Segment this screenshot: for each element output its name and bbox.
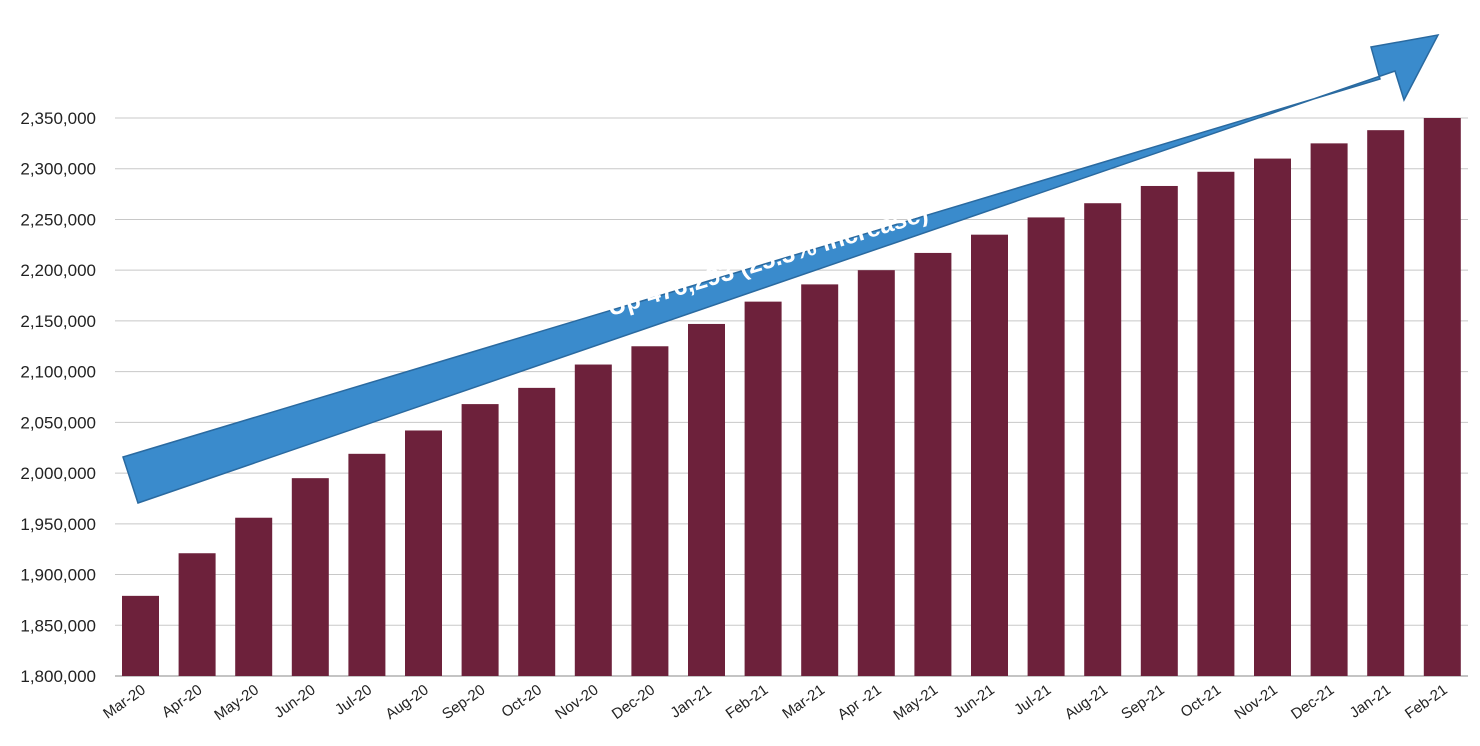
x-tick-label: Jan-21 [667,681,714,721]
x-tick-label: Dec-21 [1288,681,1337,723]
y-tick-label: 2,000,000 [20,464,96,483]
bar [348,453,386,676]
x-tick-label: Oct-21 [1178,681,1225,721]
x-tick-label: Apr-20 [159,681,206,721]
x-tick-label: Feb-21 [723,681,772,722]
bar [688,323,725,676]
x-tick-label: Mar-21 [779,681,828,722]
x-tick-label: Sep-21 [1118,681,1167,723]
bars [122,118,1461,677]
x-tick-label: Nov-21 [1231,681,1280,723]
y-tick-label: 2,250,000 [20,210,96,229]
bar [857,270,895,676]
x-tick-label: Jun-21 [950,681,997,721]
x-tick-label: Jun-20 [271,681,318,721]
bar [122,595,159,676]
bar [574,364,612,676]
bar [971,234,1008,676]
bar [1084,203,1122,677]
y-axis-ticks: 1,800,000 1,850,000 1,900,000 1,950,000 2,00… [20,109,96,686]
y-tick-label: 2,150,000 [20,312,96,331]
x-tick-label: Sep-20 [439,681,488,723]
bar [744,301,782,676]
x-tick-label: Oct-20 [498,681,545,721]
x-tick-label: Feb-21 [1402,681,1451,722]
bar [461,404,499,676]
bar [914,252,952,676]
y-tick-label: 1,800,000 [20,667,96,686]
bar [801,284,839,676]
y-tick-label: 2,300,000 [20,160,96,179]
bar [178,553,216,676]
bar [291,478,329,676]
x-tick-label: Dec-20 [609,681,658,723]
bar [518,387,556,676]
y-tick-label: 2,050,000 [20,413,96,432]
x-axis-ticks: Mar-20 Apr-20 May-20 Jun-20 Jul-20 Aug-20 Sep-… [100,681,1450,724]
y-tick-label: 1,950,000 [20,515,96,534]
bar [1254,158,1291,677]
bar [235,517,273,676]
x-tick-label: Jul-20 [332,681,375,718]
x-tick-label: Aug-20 [382,681,431,723]
y-tick-label: 2,350,000 [20,109,96,128]
y-tick-label: 1,900,000 [20,566,96,585]
y-tick-label: 1,850,000 [20,616,96,635]
y-tick-label: 2,100,000 [20,363,96,382]
x-tick-label: Aug-21 [1062,681,1111,723]
trend-arrow [122,33,1440,504]
x-tick-label: Mar-20 [100,681,149,722]
y-tick-label: 2,200,000 [20,261,96,280]
x-tick-label: May-21 [890,681,941,724]
bar [1140,185,1178,676]
bar [1197,171,1235,676]
bar [1367,130,1405,676]
x-tick-label: May-20 [211,681,262,724]
bar [631,346,669,676]
x-tick-label: Jul-21 [1011,681,1054,718]
bar [405,430,442,676]
x-tick-label: Apr -21 [835,681,885,723]
bar [1027,217,1065,676]
bar [1423,118,1461,676]
x-tick-label: Jan-21 [1347,681,1394,721]
bar [1310,143,1348,676]
x-tick-label: Nov-20 [552,681,601,723]
